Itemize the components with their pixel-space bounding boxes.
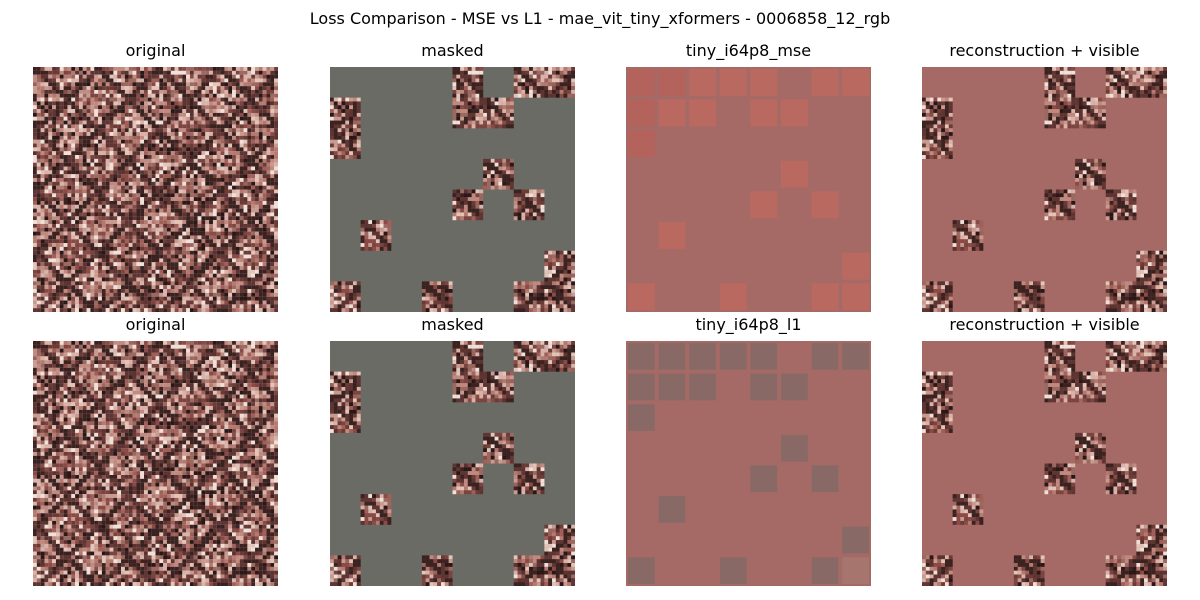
- panel-recon-visible-mse-row: reconstruction + visible: [922, 41, 1167, 312]
- panel-recon-l1: tiny_i64p8_l1: [626, 315, 871, 586]
- reconstruction-l1-image: [626, 341, 871, 586]
- panel-original-mse-row: original: [33, 41, 278, 312]
- panel-title: original: [125, 315, 186, 334]
- panel-title: tiny_i64p8_mse: [685, 41, 812, 60]
- panel-title: reconstruction + visible: [949, 41, 1140, 60]
- panel-original-l1-row: original: [33, 315, 278, 586]
- reconstruction-visible-image: [922, 341, 1167, 586]
- original-image: [33, 67, 278, 312]
- panel-masked-mse-row: masked: [330, 41, 575, 312]
- reconstruction-mse-image: [626, 67, 871, 312]
- masked-image: [330, 341, 575, 586]
- panel-title: original: [125, 41, 186, 60]
- panel-masked-l1-row: masked: [330, 315, 575, 586]
- panel-title: tiny_i64p8_l1: [695, 315, 802, 334]
- panel-recon-visible-l1-row: reconstruction + visible: [922, 315, 1167, 586]
- panel-title: masked: [421, 41, 484, 60]
- figure-title: Loss Comparison - MSE vs L1 - mae_vit_ti…: [309, 9, 891, 28]
- panel-title: masked: [421, 315, 484, 334]
- reconstruction-visible-image: [922, 67, 1167, 312]
- panel-recon-mse: tiny_i64p8_mse: [626, 41, 871, 312]
- masked-image: [330, 67, 575, 312]
- panel-title: reconstruction + visible: [949, 315, 1140, 334]
- original-image: [33, 341, 278, 586]
